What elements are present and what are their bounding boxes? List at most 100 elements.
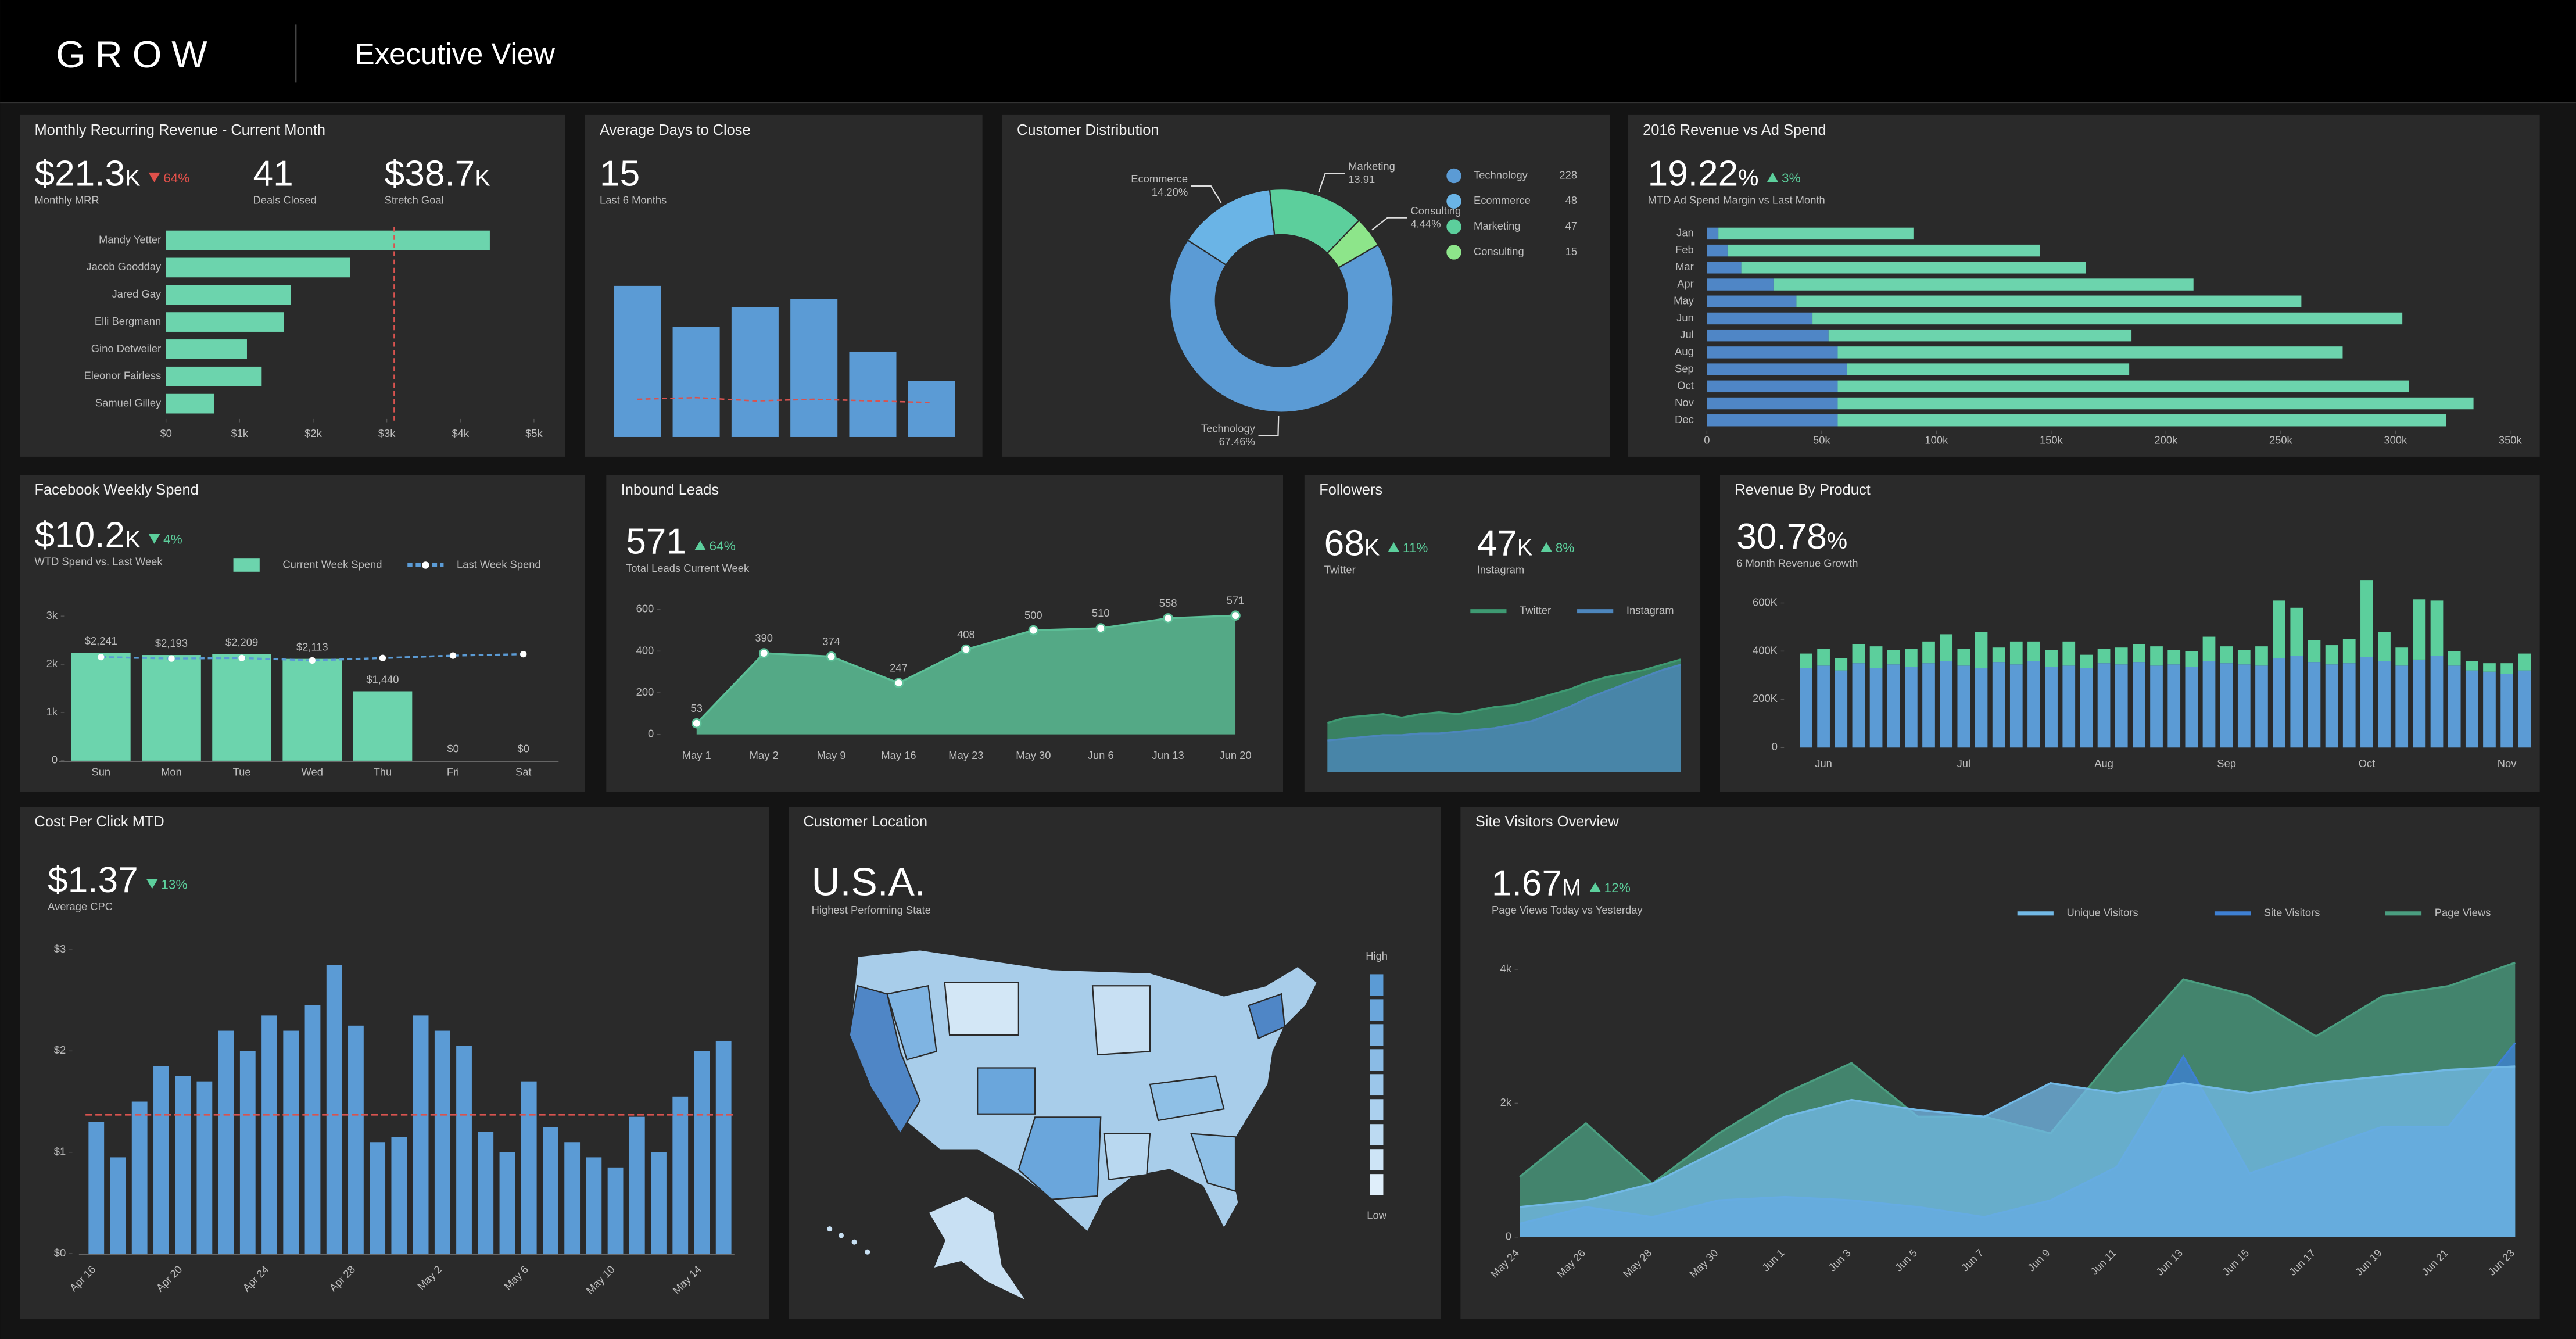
bar	[1707, 363, 1847, 375]
bar	[2027, 641, 2040, 661]
y-tick-label: Oct	[1677, 379, 1694, 392]
bar	[1707, 295, 1797, 307]
legend-scale	[1370, 999, 1384, 1021]
callout-share: 67.46%	[1219, 435, 1255, 447]
bar	[543, 1127, 558, 1254]
point	[1095, 623, 1106, 633]
y-tick-label: Jared Gay	[112, 288, 162, 300]
y-tick-label: 200	[636, 686, 654, 698]
legend-value: 228	[1559, 169, 1577, 181]
x-tick-label: $4k	[452, 427, 469, 439]
callout-name: Technology	[1201, 422, 1256, 434]
bar	[2378, 632, 2391, 661]
legend-label: Twitter	[1520, 604, 1551, 617]
bar	[166, 312, 284, 332]
bar	[2465, 661, 2478, 671]
area	[1520, 1066, 2516, 1237]
bar	[2518, 670, 2531, 748]
bar	[326, 965, 342, 1254]
data-label: $1,440	[366, 673, 399, 685]
bar	[1707, 278, 1774, 291]
x-tick-label: May 23	[948, 749, 983, 761]
x-tick-label: May 9	[817, 749, 846, 761]
kpi-unit: K	[1517, 535, 1532, 561]
y-tick-label: Elli Bergmann	[95, 315, 161, 327]
bar	[672, 1096, 689, 1254]
bar	[2133, 662, 2145, 748]
x-tick-label: $0	[160, 427, 171, 439]
bar	[166, 257, 350, 278]
bar	[849, 351, 897, 437]
bar	[282, 658, 342, 761]
x-tick-label: Jun 6	[1088, 749, 1114, 761]
bar	[2430, 656, 2444, 748]
bar	[731, 307, 779, 437]
kpi-label: Page Views Today vs Yesterday	[1492, 904, 1643, 916]
bar	[2009, 641, 2023, 665]
bar	[1800, 653, 1812, 668]
bar	[607, 1167, 624, 1254]
bar	[2273, 600, 2285, 658]
kpi-value: $1.37	[48, 860, 138, 900]
kpi-unit: M	[1562, 875, 1581, 901]
kpi-value: 1.67M	[1492, 864, 1581, 904]
y-tick-label: Eleonor Fairless	[84, 370, 162, 382]
bar	[1707, 262, 1742, 274]
x-tick-label: Tue	[233, 765, 251, 778]
bar	[2342, 639, 2356, 664]
y-tick-label: Sep	[1675, 362, 1694, 374]
bar	[1847, 363, 2130, 375]
bar	[586, 1157, 602, 1254]
y-tick-label: Apr	[1677, 277, 1694, 289]
bar	[166, 366, 262, 386]
bar	[478, 1132, 494, 1254]
state-region	[977, 1067, 1036, 1115]
y-tick-label: Jan	[1676, 227, 1694, 239]
bar	[694, 1051, 710, 1254]
data-label: 571	[1227, 594, 1245, 606]
kpi-value: U.S.A.	[812, 861, 926, 904]
point	[1163, 613, 1173, 624]
bar	[2413, 659, 2426, 748]
change-arrow	[1540, 542, 1553, 552]
bar	[2325, 645, 2338, 665]
bar	[1869, 646, 1883, 668]
bar	[614, 285, 661, 437]
bar	[2027, 661, 2040, 748]
y-tick-label: 4k	[1500, 962, 1512, 975]
data-label: 53	[691, 702, 703, 714]
y-tick-label: Samuel Gilley	[95, 396, 162, 409]
bar	[88, 1122, 105, 1254]
legend-label: Current Week Spend	[282, 558, 382, 570]
callout-name: Marketing	[1348, 160, 1395, 172]
kpi-change: 64%	[710, 539, 736, 553]
x-tick-label: $2k	[304, 427, 322, 439]
legend-swatch	[1446, 168, 1461, 184]
bar	[239, 1051, 256, 1254]
kpi-label: WTD Spend vs. Last Week	[35, 555, 163, 567]
bar	[2220, 663, 2233, 748]
bar	[1837, 397, 2474, 410]
bar	[1975, 668, 1988, 748]
legend-value: 47	[1565, 220, 1577, 232]
bar	[166, 230, 490, 250]
bar	[2080, 654, 2093, 668]
kpi-label: 6 Month Revenue Growth	[1736, 557, 1858, 569]
panel-title: Average Days to Close	[600, 122, 751, 138]
legend-scale	[1370, 1149, 1384, 1170]
x-tick-label: Oct	[2359, 757, 2376, 769]
bar	[353, 691, 413, 761]
kpi-value: $38.7K	[385, 153, 490, 194]
panel-title: Monthly Recurring Revenue - Current Mont…	[35, 122, 325, 138]
bar	[521, 1081, 537, 1254]
bar	[166, 285, 291, 305]
data-label: 390	[755, 632, 773, 644]
kpi-change: 12%	[1604, 880, 1631, 895]
x-tick-label: Thu	[374, 765, 392, 778]
bar	[2483, 663, 2496, 672]
x-tick-label: May 16	[881, 749, 916, 761]
state-region	[1149, 1075, 1225, 1122]
bar	[2220, 646, 2233, 664]
state-region	[944, 982, 1020, 1036]
bar	[1992, 647, 2005, 663]
